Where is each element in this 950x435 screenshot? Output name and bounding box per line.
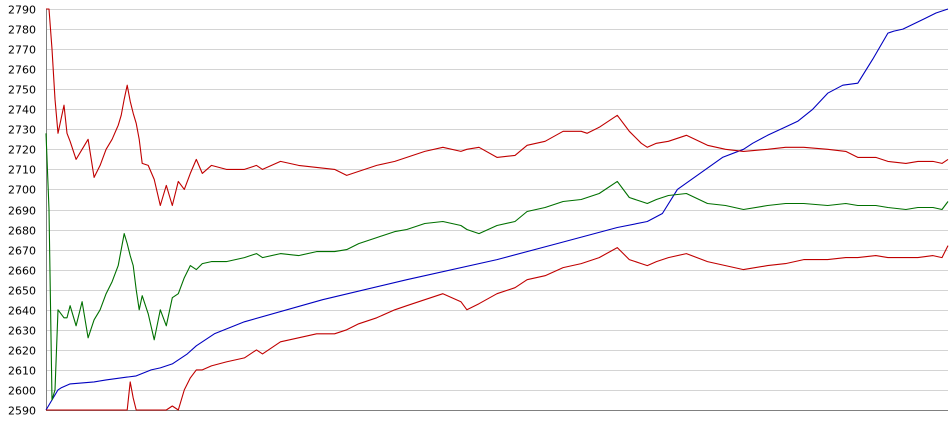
series-line-2 bbox=[46, 8, 949, 207]
y-tick-label: 2630 bbox=[8, 325, 36, 338]
y-tick-label: 2650 bbox=[8, 285, 36, 298]
y-tick-label: 2610 bbox=[8, 365, 36, 378]
y-tick-label: 2710 bbox=[8, 164, 36, 177]
y-tick-label: 2780 bbox=[8, 24, 36, 37]
y-tick-label: 2640 bbox=[8, 305, 36, 318]
y-tick-label: 2680 bbox=[8, 225, 36, 238]
y-tick-label: 2620 bbox=[8, 345, 36, 358]
grid-lines bbox=[46, 9, 948, 411]
y-tick-label: 2740 bbox=[8, 104, 36, 117]
series-line-3 bbox=[45, 133, 949, 401]
y-tick-label: 2690 bbox=[8, 205, 36, 218]
y-axis-tick-labels: 2590 2600 2610 2620 2630 2640 2650 2660 2670 2680… bbox=[8, 4, 36, 418]
y-tick-label: 2760 bbox=[8, 64, 36, 77]
y-tick-label: 2700 bbox=[8, 184, 36, 197]
series-line-4 bbox=[46, 245, 949, 411]
y-tick-label: 2720 bbox=[8, 144, 36, 157]
y-tick-label: 2750 bbox=[8, 84, 36, 97]
y-tick-label: 2790 bbox=[8, 4, 36, 17]
y-tick-label: 2770 bbox=[8, 44, 36, 57]
y-tick-label: 2730 bbox=[8, 124, 36, 137]
series-lines bbox=[45, 8, 949, 411]
y-tick-label: 2660 bbox=[8, 265, 36, 278]
y-tick-label: 2670 bbox=[8, 245, 36, 258]
series-line-1 bbox=[45, 8, 949, 411]
y-tick-label: 2600 bbox=[8, 385, 36, 398]
y-tick-label: 2590 bbox=[8, 405, 36, 418]
